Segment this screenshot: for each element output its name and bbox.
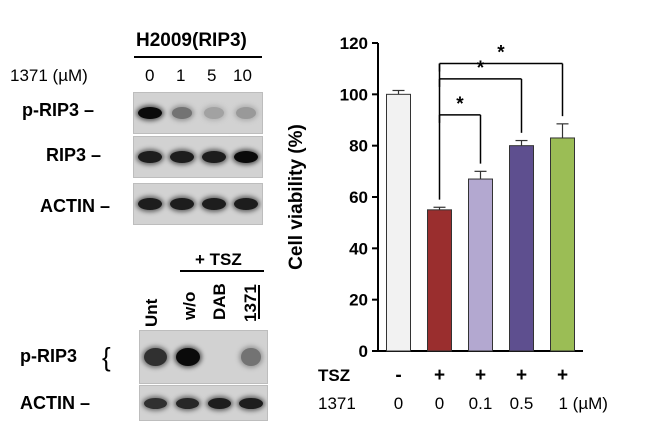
blot-band <box>144 348 168 366</box>
y-tick-label: 120 <box>340 34 368 53</box>
band-bracket-icon: { <box>102 342 111 372</box>
blot-band <box>171 107 193 119</box>
y-tick-label: 80 <box>349 137 368 156</box>
dose-label: 0 <box>145 66 155 85</box>
blot-band <box>138 107 162 119</box>
bar <box>550 137 575 352</box>
blot-row-label: ACTIN – <box>20 393 91 413</box>
blot-band <box>239 397 263 409</box>
dose-value: 0 <box>394 394 403 413</box>
blot-strip <box>139 385 268 421</box>
dose-label: 5 <box>207 66 217 85</box>
cell-line-underline <box>134 56 262 58</box>
lane-divider <box>258 285 260 319</box>
dose-value: 0.5 <box>510 394 534 413</box>
bar <box>427 209 452 352</box>
blot-band <box>236 107 256 119</box>
y-axis: 0 20 40 60 80 100 120 <box>340 34 583 361</box>
blot-band <box>234 198 258 210</box>
blot-band <box>176 397 200 409</box>
tsz-bracket-line <box>180 270 264 272</box>
treatment-label: 1371 (µM) <box>10 66 88 85</box>
row-label: 1371 <box>318 394 356 413</box>
row-label: TSZ <box>318 366 350 385</box>
blot-band <box>202 198 226 210</box>
tsz-value: + <box>434 365 445 386</box>
blot-strip <box>133 183 263 225</box>
dose-value: 1 (µM) <box>559 394 608 413</box>
y-tick-label: 60 <box>349 188 368 207</box>
blot-band <box>138 151 162 163</box>
tsz-value: + <box>475 365 486 386</box>
tsz-label: + TSZ <box>195 250 242 269</box>
blot-strip <box>133 136 263 178</box>
dose-label: 1 <box>176 66 186 85</box>
blot-strip <box>139 330 268 384</box>
blot-row-label: ACTIN – <box>40 196 111 216</box>
y-tick-label: 40 <box>349 239 368 258</box>
dose-value: 0 <box>435 394 444 413</box>
y-tick-label: 100 <box>340 85 368 104</box>
blot-strip <box>133 92 263 134</box>
dose-label: 10 <box>233 66 252 85</box>
bar-series <box>386 89 575 352</box>
x-condition-rows: TSZ 1371 - + + + +0 0 0.1 0.5 1 (µM) <box>318 365 608 413</box>
significance-star: * <box>477 58 485 79</box>
y-tick-label: 20 <box>349 291 368 310</box>
blot-row-label: p-RIP3 – <box>22 100 95 120</box>
tsz-value: + <box>557 365 568 386</box>
blot-band <box>170 151 194 163</box>
significance-star: * <box>497 43 505 64</box>
blot-band <box>170 198 194 210</box>
blot-band <box>175 348 200 366</box>
cell-line-label: H2009(RIP3) <box>136 30 247 51</box>
blot-band <box>138 198 162 210</box>
blot-row-label: RIP3 – <box>46 145 102 165</box>
significance-brackets: * * * <box>438 43 564 200</box>
blot-row-label: p-RIP3 <box>20 346 78 366</box>
tsz-value: - <box>395 365 401 386</box>
blot-band <box>204 107 224 119</box>
blot-band <box>202 151 226 163</box>
blot-band <box>234 151 258 163</box>
bar <box>386 93 411 352</box>
blot-band <box>240 348 262 366</box>
significance-star: * <box>456 94 464 115</box>
blot-band <box>207 397 231 409</box>
blot-band <box>144 397 168 409</box>
tsz-value: + <box>516 365 527 386</box>
dose-value: 0.1 <box>469 394 493 413</box>
bar <box>509 145 534 352</box>
bar <box>468 178 493 352</box>
y-tick-label: 0 <box>359 342 368 361</box>
y-axis-title: Cell viability (%) <box>286 124 307 270</box>
